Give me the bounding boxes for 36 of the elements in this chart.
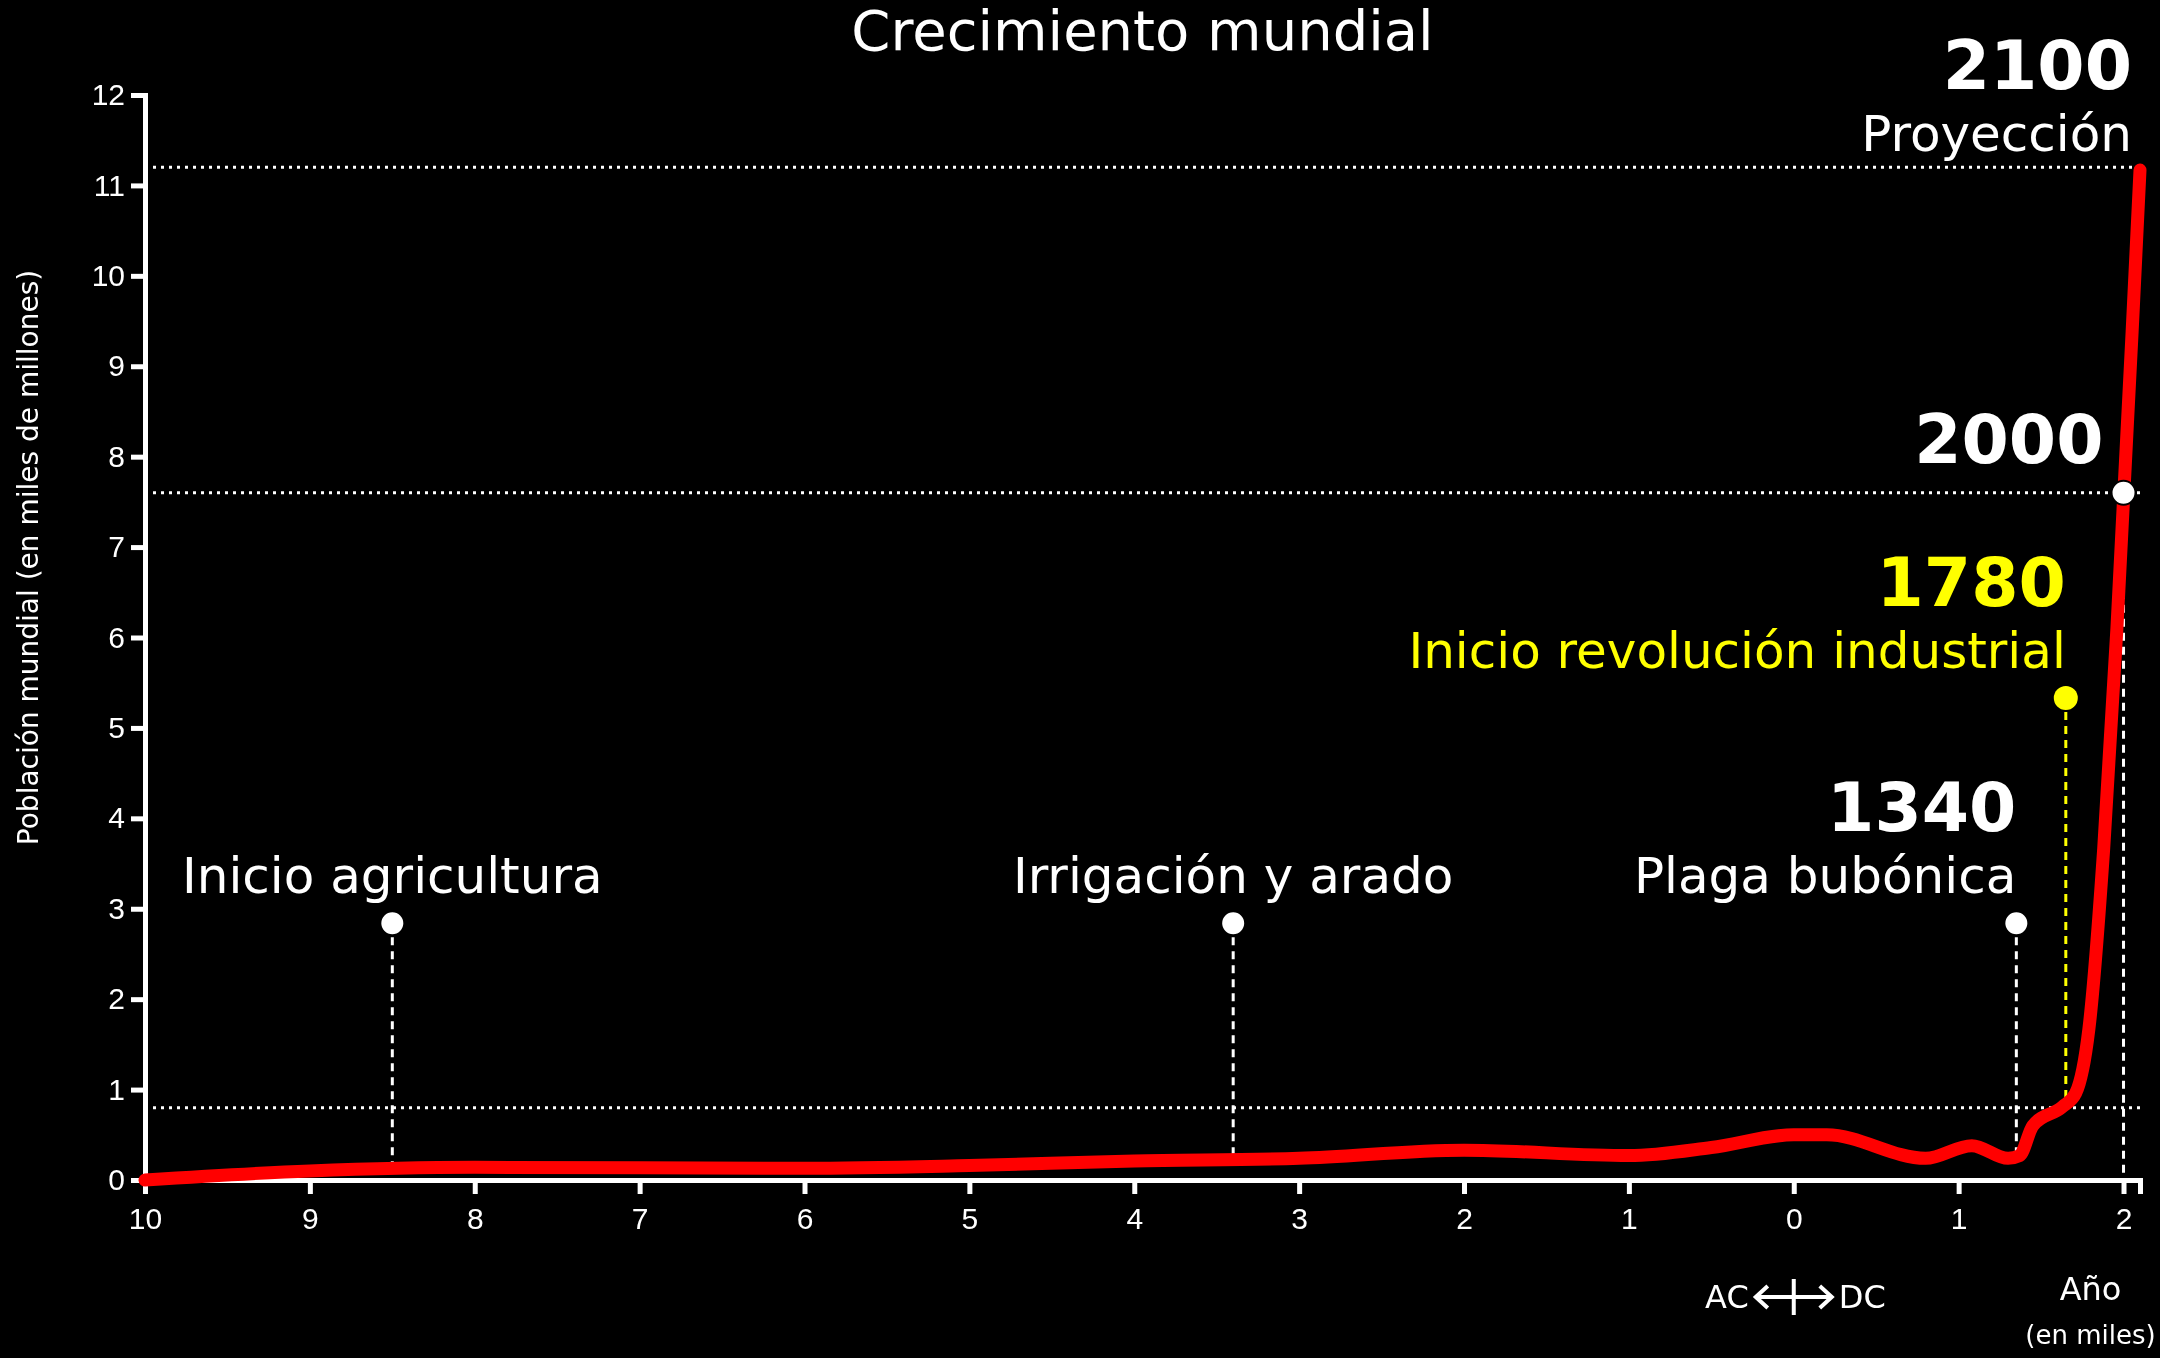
y-tick-label: 10 <box>91 258 125 292</box>
annotation: Irrigación y arado <box>1012 847 1454 906</box>
y-tick-label: 6 <box>108 620 125 654</box>
x-tick-label: 1 <box>1621 1202 1638 1236</box>
y-tick-label: 7 <box>108 530 125 564</box>
y-tick-label: 0 <box>108 1163 125 1197</box>
y-axis-title: Población mundial (en miles de millones) <box>12 269 45 846</box>
x-axis-title: Año (en miles) <box>2025 1270 2156 1350</box>
y-tick-label: 9 <box>108 349 125 383</box>
x-tick-label: 5 <box>961 1202 979 1236</box>
y-tick-label: 11 <box>93 168 125 202</box>
text: AC <box>1705 1278 1749 1316</box>
x-tick-label: 3 <box>1291 1202 1308 1236</box>
y-tick-label: 5 <box>108 711 125 745</box>
y-tick-label: 8 <box>108 439 125 473</box>
annotation: 1340 Plaga bubónica <box>1633 768 2017 906</box>
x-tick-label: 4 <box>1126 1202 1144 1236</box>
chart-title: Crecimiento mundial <box>851 0 1434 63</box>
annotation: Inicio agricultura <box>182 847 603 906</box>
x-tick-label: 7 <box>631 1202 649 1236</box>
x-tick-label: 1 <box>1950 1202 1968 1236</box>
y-tick-label: 4 <box>108 801 125 835</box>
y-tick-label: 1 <box>108 1072 125 1106</box>
y-tick-label: 2 <box>108 982 125 1016</box>
annotation: 2000 <box>1914 399 2104 479</box>
x-tick-label: 2 <box>1456 1202 1473 1236</box>
y-tick-label: 3 <box>108 891 125 925</box>
annotation: 2100 Proyección <box>1861 26 2132 164</box>
y-tick-label: 12 <box>91 78 125 112</box>
x-tick-label: 8 <box>466 1202 484 1236</box>
text: DC <box>1838 1278 1886 1316</box>
x-tick-label: 2 <box>2115 1202 2133 1236</box>
x-tick-label: 6 <box>796 1202 814 1236</box>
x-tick-label: 0 <box>1785 1202 1803 1236</box>
annotation: 1780 Inicio revolución industrial <box>1408 543 2066 681</box>
x-tick-label: 9 <box>302 1202 319 1236</box>
